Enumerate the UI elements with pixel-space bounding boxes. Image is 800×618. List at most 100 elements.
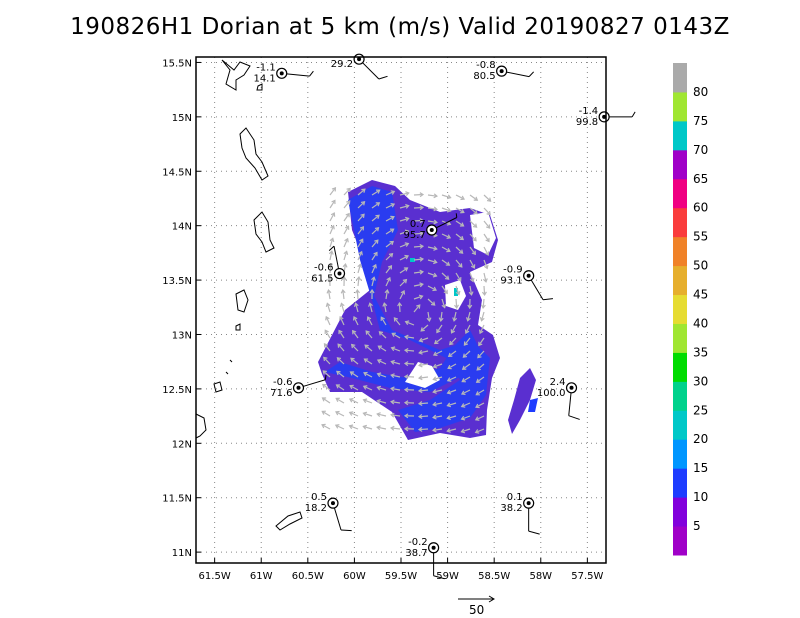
wind-vector <box>483 207 491 215</box>
wind-vector-head <box>475 391 480 396</box>
wind-vector <box>391 374 401 378</box>
wind-vector-head <box>444 275 450 280</box>
wind-barb-flag <box>455 213 458 218</box>
wind-vector-head <box>339 302 345 307</box>
wind-vector <box>326 303 331 313</box>
station-bottom-value: 71.6 <box>270 388 292 399</box>
wind-vector-head <box>476 366 481 371</box>
wind-vector <box>478 337 485 346</box>
wind-vector <box>329 212 335 222</box>
wind-vector-head <box>353 302 359 307</box>
wind-vector-head <box>360 201 366 206</box>
station-dot <box>357 57 362 62</box>
wind-vector-head <box>366 316 372 321</box>
wind-vector <box>477 350 485 359</box>
x-tick-label: 58W <box>529 571 552 582</box>
station-top-value: -1.4 <box>579 106 599 117</box>
observation-station: -0.880.5 <box>473 60 535 82</box>
wind-vector-head <box>461 365 467 370</box>
wind-vector-head <box>330 212 336 217</box>
station-top-value: 0.5 <box>311 492 327 503</box>
station-dot <box>279 71 284 76</box>
station-bottom-value: 100.0 <box>537 388 566 399</box>
wind-vector-head <box>376 189 381 194</box>
colorbar-label: 40 <box>693 316 708 330</box>
wind-vector <box>385 203 395 209</box>
colorbar-swatch <box>673 468 687 498</box>
wind-vector <box>385 265 392 274</box>
wind-vector <box>337 343 345 352</box>
wind-vector-head <box>402 278 408 284</box>
colorbar-swatch <box>673 352 687 382</box>
wind-vector <box>475 415 485 421</box>
wind-vector-head <box>445 261 451 266</box>
wind-vector-head <box>433 206 438 212</box>
wind-vector <box>377 386 387 391</box>
wind-vector-head <box>430 301 436 306</box>
wind-vector <box>455 246 463 254</box>
wind-vector <box>364 344 373 352</box>
x-tick-label: 57.5W <box>571 571 603 582</box>
wind-vector-head <box>348 424 354 430</box>
colorbar-swatch <box>673 526 687 556</box>
wind-vector-head <box>452 317 458 322</box>
wind-vector <box>363 412 373 417</box>
wind-vector <box>391 387 401 391</box>
wind-barb-flag <box>631 111 636 118</box>
wind-vector <box>455 272 462 282</box>
wind-vector <box>355 303 359 313</box>
wind-vector-head <box>419 269 424 275</box>
colorbar-swatch <box>673 207 687 238</box>
colorbar-label: 55 <box>693 230 708 244</box>
wind-vector <box>433 376 443 381</box>
wind-vector-head <box>446 194 452 200</box>
wind-vector-head <box>446 415 451 421</box>
station-bottom-value: 38.7 <box>405 548 427 559</box>
wind-vector <box>483 285 486 296</box>
wind-vector-head <box>397 301 403 307</box>
wind-vector <box>325 316 331 326</box>
colorbar-label: 70 <box>693 143 708 157</box>
wind-vector <box>483 233 490 242</box>
wind-vector <box>329 238 334 248</box>
wind-vector <box>469 285 473 295</box>
wind-vector <box>465 324 471 334</box>
wind-vector-head <box>342 263 348 268</box>
wind-field-blue-core <box>348 186 490 432</box>
wind-vector-head <box>386 276 391 282</box>
wind-vectors <box>321 186 492 434</box>
colorbar-swatch <box>673 410 687 440</box>
wind-vector-head <box>404 229 410 235</box>
wind-vector-head <box>473 210 478 215</box>
wind-vector <box>462 363 471 370</box>
wind-vector-head <box>335 384 341 389</box>
wind-vector <box>399 279 407 287</box>
wind-barb-flag <box>568 415 580 420</box>
wind-vector <box>349 425 359 430</box>
station-top-value: -0.9 <box>503 265 523 276</box>
wind-vector-head <box>460 195 465 201</box>
wind-vector <box>413 245 424 248</box>
wind-field-east-band <box>508 368 536 434</box>
wind-vector <box>324 343 331 352</box>
wind-vector-head <box>322 383 327 389</box>
wind-vector <box>357 226 364 235</box>
wind-vector <box>329 263 332 274</box>
wind-vector <box>336 384 345 391</box>
wind-vector <box>324 330 331 339</box>
wind-vector-head <box>355 288 361 294</box>
wind-vector-head <box>328 250 334 255</box>
wind-vector <box>427 194 438 197</box>
wind-field-cyan-speck <box>454 288 458 296</box>
wind-vector-head <box>469 277 475 283</box>
wind-vector <box>390 414 401 417</box>
y-tick-label: 15N <box>172 113 192 124</box>
wind-vector <box>455 220 464 227</box>
y-tick-label: 15.5N <box>162 58 192 69</box>
wind-barb-flag <box>543 298 553 301</box>
coast-venezuela <box>195 413 207 439</box>
wind-vector-head <box>426 317 432 322</box>
wind-vector <box>469 259 475 269</box>
wind-vector-head <box>433 193 438 199</box>
